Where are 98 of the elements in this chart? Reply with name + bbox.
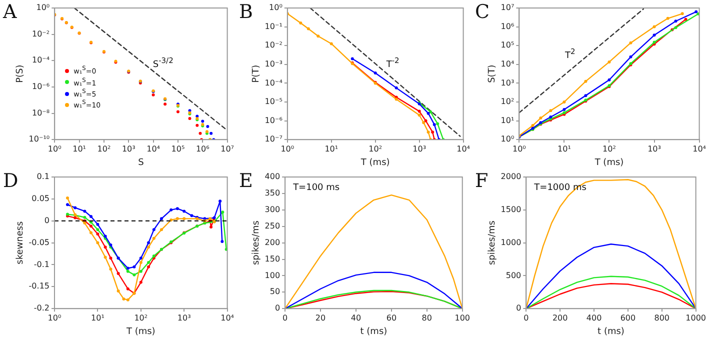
y-tick-label: 1000 [500, 238, 522, 247]
x-tick-label: 0 [524, 313, 529, 322]
y-tick-label: 0 [44, 216, 50, 225]
x-tick-label: 10² [602, 144, 616, 154]
y-tick-label: 10⁻⁴ [32, 56, 50, 65]
y-tick-label: 350 [264, 188, 280, 198]
y-tick-label: 10⁻⁸ [32, 108, 50, 118]
x-tick-label: 80 [422, 313, 432, 322]
y-axis-title: spikes/ms [252, 220, 262, 266]
y-tick-label: -0.1 [34, 260, 50, 269]
y-tick-label: 0 [516, 304, 522, 313]
x-tick-label: 10¹ [324, 144, 338, 154]
y-tick-label: 10⁻² [264, 40, 282, 50]
x-tick-label: 600 [620, 313, 636, 322]
x-tick-label: 10⁰ [280, 144, 294, 154]
x-tick-label: 40 [350, 313, 362, 322]
x-tick-label: 10⁰ [48, 144, 62, 154]
y-tick-label: 200 [264, 238, 280, 247]
x-tick-label: 200 [552, 313, 568, 322]
x-tick-label: 100 [454, 313, 470, 322]
x-tick-label: 20 [315, 313, 326, 322]
y-tick-label: 10⁻⁷ [264, 134, 282, 144]
x-tick-label: 10² [134, 313, 148, 322]
y-tick-label: 500 [506, 270, 522, 280]
x-tick-label: 10⁵ [171, 144, 185, 154]
x-tick-label: 10⁴ [456, 144, 470, 154]
y-tick-label: 0.05 [32, 194, 50, 204]
x-tick-label: 10² [368, 144, 382, 154]
y-tick-label: 10² [500, 97, 514, 106]
y-tick-label: 50 [270, 287, 280, 296]
y-tick-label: 10⁻³ [264, 59, 282, 68]
y-axis-title: spikes/ms [488, 220, 498, 266]
x-tick-label: 10² [97, 144, 111, 154]
annotation: S$^{-3/2}$ [152, 56, 174, 70]
y-tick-label: 0 [274, 304, 280, 313]
y-tick-label: 10⁵ [500, 40, 514, 50]
y-tick-label: 10³ [500, 78, 514, 88]
x-tick-label: 800 [654, 313, 670, 322]
y-tick-label: 10⁰ [269, 3, 282, 12]
x-tick-label: 10⁴ [692, 144, 706, 154]
y-tick-label: 2000 [500, 172, 522, 182]
y-tick-label: 10⁻⁵ [264, 97, 282, 106]
x-tick-label: 10³ [122, 144, 136, 154]
x-tick-label: 10³ [648, 144, 661, 154]
x-tick-label: 10⁷ [220, 144, 234, 154]
y-tick-label: -0.15 [28, 282, 50, 291]
y-tick-label: 400 [264, 172, 280, 182]
chart-title: F [475, 170, 488, 192]
x-axis-title: T (ms) [360, 158, 390, 168]
y-tick-label: -0.05 [28, 238, 50, 247]
x-tick-label: 10⁰ [48, 313, 62, 322]
y-tick-label: 10⁻⁴ [264, 78, 282, 88]
y-tick-label: 10⁰ [500, 134, 514, 144]
x-tick-label: 1000 [686, 313, 706, 322]
y-tick-label: 1500 [500, 204, 522, 214]
x-tick-label: 400 [586, 313, 602, 322]
x-tick-label: 10¹ [72, 144, 86, 154]
y-axis-title: skewness [16, 220, 26, 264]
y-tick-label: 10⁰ [36, 3, 50, 12]
y-tick-label: 0.1 [36, 172, 50, 182]
x-axis-title: T (ms) [594, 158, 624, 168]
y-tick-label: 100 [264, 270, 280, 280]
y-axis-title: P(S) [16, 64, 26, 83]
x-tick-label: 10¹ [91, 313, 104, 322]
x-tick-label: 10³ [177, 313, 191, 322]
x-tick-label: 10¹ [558, 144, 571, 154]
chart-title: C [475, 1, 490, 23]
y-tick-label: 250 [264, 221, 280, 230]
y-tick-label: 10⁻¹ [264, 22, 282, 31]
x-axis-title: t (ms) [598, 326, 624, 337]
y-tick-label: 10¹ [500, 116, 514, 125]
chart-title: B [239, 1, 253, 23]
annotation: T=100 ms [293, 183, 340, 193]
x-tick-label: 60 [386, 313, 397, 322]
y-axis-title: P(T) [252, 64, 262, 83]
y-tick-label: 10⁴ [500, 59, 514, 68]
annotation: T$^{2}$ [564, 47, 576, 62]
x-tick-label: 10³ [412, 144, 426, 154]
y-tick-label: 10⁶ [500, 22, 514, 31]
annotation: T$^{-2}$ [386, 56, 400, 70]
y-tick-label: 150 [264, 254, 280, 264]
x-tick-label: 10⁴ [220, 313, 234, 322]
x-tick-label: 10⁴ [146, 144, 160, 154]
chart-title: D [3, 170, 18, 192]
y-tick-label: -0.2 [34, 304, 50, 313]
y-axis-title: S(T) [488, 64, 498, 83]
x-tick-label: 10⁶ [196, 144, 210, 154]
y-tick-label: 300 [264, 204, 280, 214]
x-axis-title: t (ms) [360, 326, 388, 337]
chart-title: E [239, 170, 253, 192]
x-axis-title: T (ms) [125, 326, 156, 337]
y-tick-label: 10⁻² [32, 29, 50, 38]
y-tick-label: 10⁻⁶ [32, 82, 50, 92]
y-tick-label: 10⁻⁶ [264, 116, 282, 125]
x-axis-title: S [138, 158, 144, 168]
y-tick-label: 10⁷ [500, 3, 514, 12]
y-tick-label: 10⁻¹⁰ [28, 134, 50, 144]
chart-title: A [3, 1, 17, 23]
